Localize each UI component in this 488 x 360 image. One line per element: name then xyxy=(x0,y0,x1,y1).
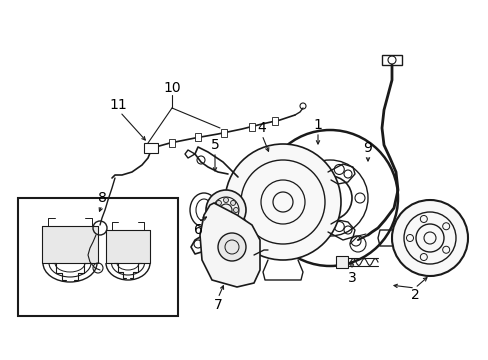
Circle shape xyxy=(391,200,467,276)
Text: 10: 10 xyxy=(163,81,181,95)
Bar xyxy=(381,55,401,65)
Text: 5: 5 xyxy=(210,138,219,152)
Circle shape xyxy=(205,190,245,230)
Bar xyxy=(143,143,158,153)
Text: 11: 11 xyxy=(109,98,126,112)
Text: 3: 3 xyxy=(347,271,356,285)
Text: 1: 1 xyxy=(313,118,322,132)
Polygon shape xyxy=(42,226,98,263)
Text: 2: 2 xyxy=(410,288,419,302)
Bar xyxy=(195,133,201,141)
Circle shape xyxy=(223,217,228,222)
Text: 4: 4 xyxy=(257,121,266,135)
Circle shape xyxy=(233,207,238,212)
Text: 8: 8 xyxy=(98,191,106,205)
Circle shape xyxy=(230,201,235,206)
Bar xyxy=(248,123,254,131)
Circle shape xyxy=(216,215,221,220)
Circle shape xyxy=(230,215,235,220)
Circle shape xyxy=(218,233,245,261)
Text: 7: 7 xyxy=(213,298,222,312)
Bar xyxy=(335,256,347,268)
Bar xyxy=(271,117,278,125)
Bar xyxy=(169,139,175,147)
Polygon shape xyxy=(200,203,260,287)
Circle shape xyxy=(216,201,221,206)
Circle shape xyxy=(213,207,218,212)
Text: 9: 9 xyxy=(363,141,372,155)
Text: 6: 6 xyxy=(193,223,202,237)
Circle shape xyxy=(224,144,340,260)
Polygon shape xyxy=(106,230,150,263)
Circle shape xyxy=(223,198,228,202)
Bar xyxy=(18,198,178,316)
Bar xyxy=(221,129,226,137)
